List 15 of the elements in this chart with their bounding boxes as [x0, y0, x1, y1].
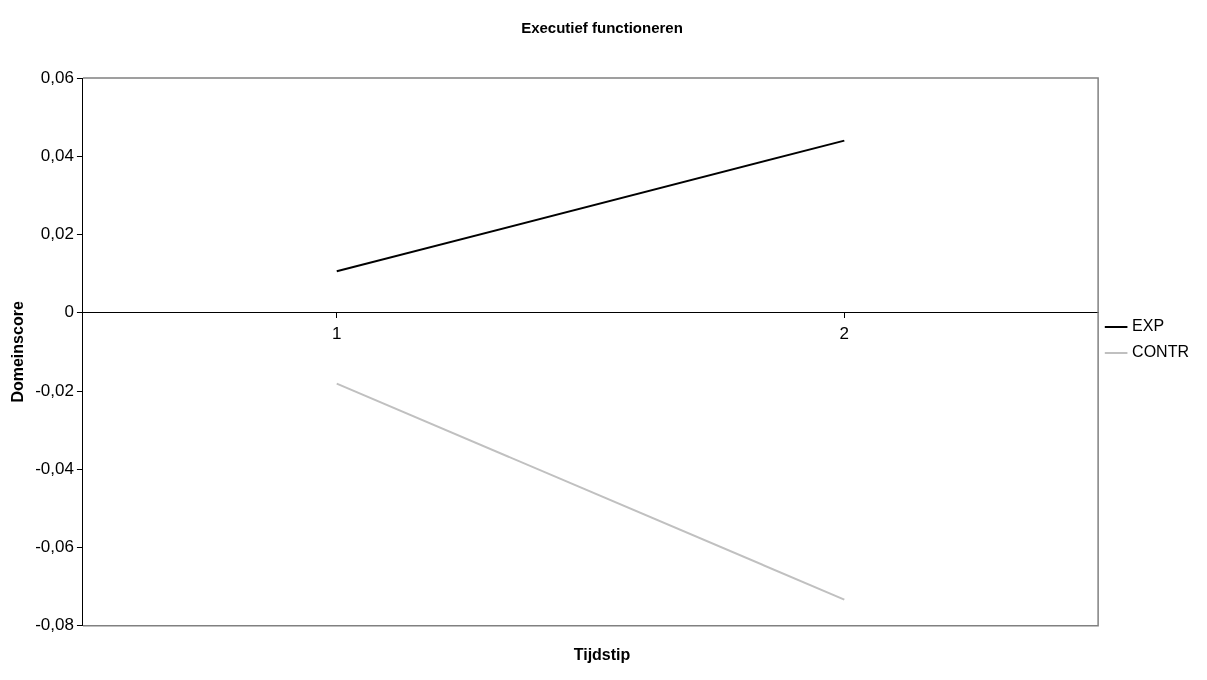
y-tick-label: 0,02	[40, 224, 74, 244]
y-tick-label: -0,04	[35, 458, 74, 478]
x-axis-title: Tijdstip	[573, 645, 631, 663]
legend-label: EXP	[1132, 317, 1165, 335]
y-tick-label: 0,04	[40, 145, 74, 165]
y-tick-label: -0,06	[35, 537, 74, 557]
chart-title: Executief functioneren	[521, 19, 683, 37]
legend-label: CONTR	[1132, 343, 1190, 361]
x-tick-label: 2	[839, 323, 850, 343]
x-tick-label: 1	[332, 323, 342, 343]
y-tick-label: 0	[64, 302, 74, 322]
y-tick-label: -0,08	[35, 615, 74, 635]
y-tick-label: -0,02	[35, 380, 74, 400]
y-tick-label: 0,06	[40, 67, 74, 87]
y-axis-title: Domeinscore	[9, 301, 27, 403]
